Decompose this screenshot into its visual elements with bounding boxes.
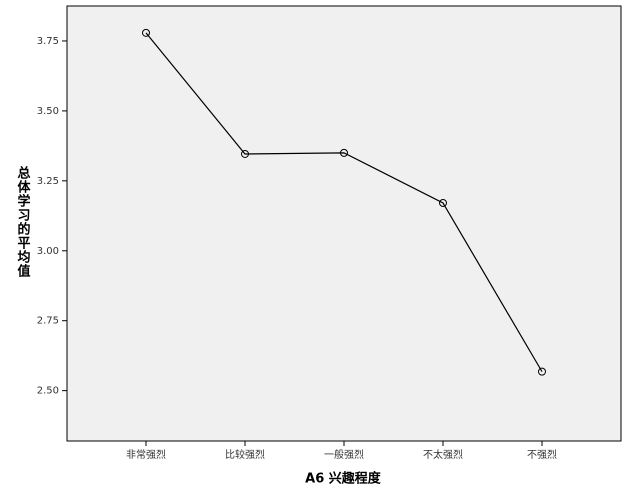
marker xyxy=(241,149,249,158)
y-tick-label: 3.50 xyxy=(37,106,59,117)
marker xyxy=(538,367,546,376)
x-tick-label: 比较强烈 xyxy=(225,448,265,461)
x-tick-label: 不强烈 xyxy=(527,449,557,461)
marker xyxy=(340,148,348,157)
line xyxy=(145,32,543,372)
x-tick-label: 一般强烈 xyxy=(324,448,364,461)
y-tick-label: 3.25 xyxy=(37,176,59,187)
plot-area xyxy=(66,5,622,442)
x-tick-label: 非常强烈 xyxy=(126,448,166,461)
y-tick-label: 2.50 xyxy=(37,386,59,397)
y-tick-label: 3.75 xyxy=(37,36,59,47)
y-tick-label: 3.00 xyxy=(37,246,59,257)
marker xyxy=(142,28,150,37)
y-axis-title: 总体学习的平均值 xyxy=(15,165,31,278)
marker xyxy=(439,198,447,207)
y-tick-label: 2.75 xyxy=(37,316,59,327)
x-tick-label: 不太强烈 xyxy=(423,448,463,461)
x-axis-title: A6 兴趣程度 xyxy=(305,471,382,487)
